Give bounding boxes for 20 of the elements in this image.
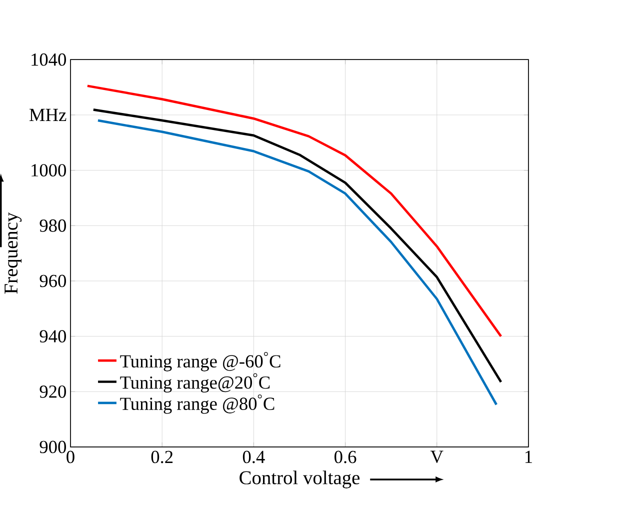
line-series <box>86 84 502 338</box>
legend-label: Tuning range@20$^{°}$C <box>120 373 270 393</box>
x-tick-label: 0.6 <box>334 450 356 464</box>
y-tick-label: MHz <box>30 109 66 122</box>
x-tick-label: 0.4 <box>242 450 265 464</box>
y-tick-label: 1040 <box>32 54 66 66</box>
y-tick-label: 920 <box>40 386 66 398</box>
legend-label: Tuning range @-60$^{°}$C <box>120 352 280 372</box>
y-tick-label: 980 <box>40 220 66 232</box>
y-tick-label: 1000 <box>32 164 66 177</box>
x-tick-label: 1 <box>525 450 532 463</box>
x-tick-label: 0 <box>66 450 74 464</box>
y-tick-label: 900 <box>40 440 66 454</box>
y-tick-label: 960 <box>40 274 66 288</box>
y-tick-label: 940 <box>40 330 66 343</box>
legend-label: Tuning range @80$^{°}$C <box>120 394 274 414</box>
x-tick-label: 0.2 <box>151 450 173 464</box>
x-tick-label: V <box>430 450 444 464</box>
x-axis-title: Control voltage <box>240 470 360 488</box>
y-axis-title: Frequency <box>4 212 22 294</box>
